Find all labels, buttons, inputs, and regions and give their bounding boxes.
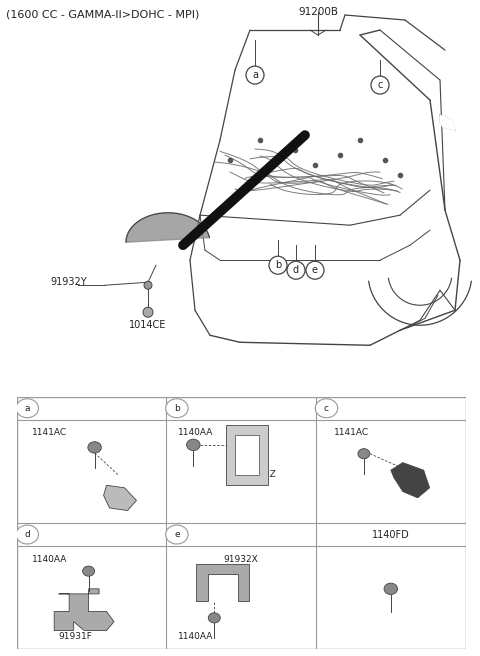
Text: a: a <box>24 403 30 413</box>
Text: e: e <box>312 265 318 276</box>
Polygon shape <box>126 213 209 242</box>
Text: 1140AA: 1140AA <box>32 555 67 564</box>
Circle shape <box>143 307 153 318</box>
Circle shape <box>246 66 264 84</box>
Polygon shape <box>235 435 259 475</box>
Text: 1014CE: 1014CE <box>129 320 167 330</box>
Text: b: b <box>174 403 180 413</box>
Circle shape <box>144 281 152 289</box>
Text: d: d <box>24 530 30 539</box>
Text: 1140FD: 1140FD <box>372 529 409 539</box>
Polygon shape <box>196 564 249 602</box>
Text: e: e <box>174 530 180 539</box>
Text: 91932X: 91932X <box>223 555 258 564</box>
Text: b: b <box>275 260 281 270</box>
Circle shape <box>269 256 287 274</box>
Circle shape <box>187 439 200 451</box>
Text: c: c <box>377 80 383 90</box>
Text: 91931F: 91931F <box>59 632 93 642</box>
Circle shape <box>315 399 338 418</box>
Circle shape <box>88 441 101 453</box>
Polygon shape <box>440 115 455 130</box>
Circle shape <box>16 399 38 418</box>
Polygon shape <box>54 589 114 630</box>
Circle shape <box>306 261 324 279</box>
Text: 1141AC: 1141AC <box>32 428 67 438</box>
Circle shape <box>208 613 220 623</box>
Text: a: a <box>252 70 258 80</box>
Text: 91200B: 91200B <box>298 7 338 17</box>
Text: 1140AA: 1140AA <box>179 428 214 438</box>
Circle shape <box>83 566 95 576</box>
Circle shape <box>16 525 38 544</box>
Circle shape <box>371 76 389 94</box>
Text: 1141AC: 1141AC <box>334 428 369 438</box>
Circle shape <box>166 525 188 544</box>
Circle shape <box>358 449 370 459</box>
Text: d: d <box>293 265 299 276</box>
Text: 1140AA: 1140AA <box>179 632 214 642</box>
Polygon shape <box>104 485 136 510</box>
Polygon shape <box>391 462 430 498</box>
Circle shape <box>287 261 305 279</box>
Text: 91932Y: 91932Y <box>50 277 86 287</box>
Text: 91932Z: 91932Z <box>241 470 276 479</box>
Polygon shape <box>226 424 268 485</box>
Text: c: c <box>324 403 329 413</box>
Circle shape <box>166 399 188 418</box>
Text: (1600 CC - GAMMA-II>DOHC - MPI): (1600 CC - GAMMA-II>DOHC - MPI) <box>6 9 199 19</box>
Circle shape <box>384 583 397 594</box>
